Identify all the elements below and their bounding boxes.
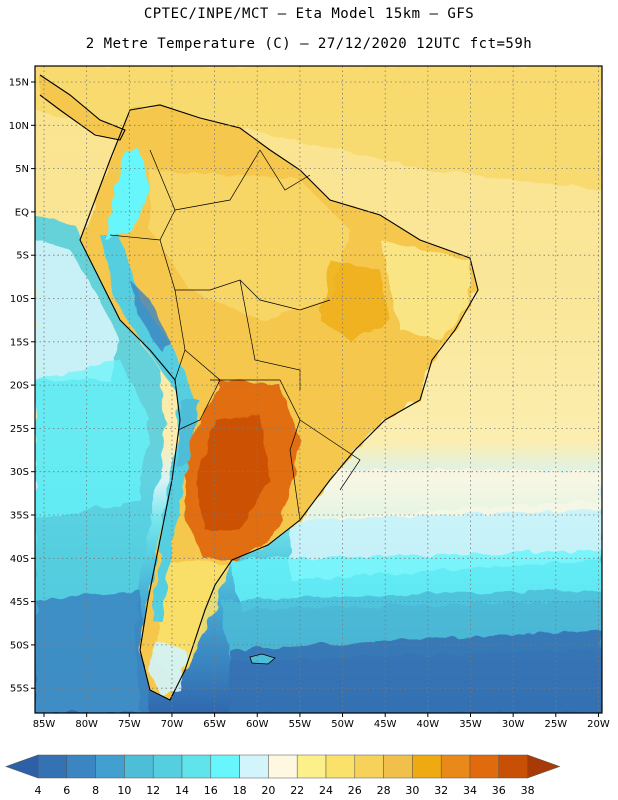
lon-label: 65W: [203, 719, 226, 730]
lon-label: 45W: [374, 719, 397, 730]
colorbar-level-label: 8: [92, 784, 99, 797]
lat-label: 5N: [15, 164, 29, 175]
lat-label: 30S: [10, 467, 29, 478]
plot-frame: [34, 65, 603, 714]
latitude-labels: 15N 10N 5N EQ 5S 10S 15S 20S 25S 30S 35S 40S 45S 50S 5…: [9, 78, 35, 695]
lat-label: EQ: [15, 207, 29, 218]
colorbar-swatch: [440, 754, 471, 779]
colorbar-level-label: 30: [405, 784, 419, 797]
colorbar-level-label: 12: [146, 784, 160, 797]
colorbar-swatch: [37, 754, 68, 779]
lon-label: 85W: [33, 719, 56, 730]
lon-label: 35W: [459, 719, 482, 730]
colorbar: 4 6 8 10 12 14 16 18 20 22 24 26 28 30 32 34 36 38: [5, 754, 561, 797]
colorbar-swatch: [412, 754, 442, 779]
lat-label: 15N: [9, 78, 29, 89]
colorbar-swatch: [152, 754, 183, 779]
lon-label: 60W: [246, 719, 269, 730]
lat-label: 40S: [10, 554, 29, 565]
colorbar-swatch: [66, 754, 96, 779]
colorbar-level-label: 34: [463, 784, 477, 797]
colorbar-level-label: 20: [261, 784, 275, 797]
colorbar-level-label: 18: [233, 784, 247, 797]
colorbar-under-arrow: [5, 754, 39, 779]
lon-label: 30W: [502, 719, 525, 730]
lat-label: 5S: [16, 251, 29, 262]
title-line-1: CPTEC/INPE/MCT – Eta Model 15km – GFS: [143, 6, 475, 22]
colorbar-swatch: [498, 754, 528, 779]
lat-label: 25S: [10, 424, 29, 435]
lat-label: 20S: [10, 381, 29, 392]
colorbar-swatch: [181, 754, 212, 779]
colorbar-level-label: 22: [290, 784, 304, 797]
colorbar-swatch: [210, 754, 240, 779]
colorbar-swatch: [325, 754, 356, 779]
lon-label: 70W: [161, 719, 184, 730]
colorbar-level-label: 28: [377, 784, 391, 797]
colorbar-level-label: 24: [319, 784, 333, 797]
colorbar-level-label: 32: [434, 784, 448, 797]
lon-label: 80W: [75, 719, 98, 730]
colorbar-swatch: [296, 754, 327, 779]
lat-label: 15S: [10, 337, 29, 348]
colorbar-level-label: 6: [63, 784, 70, 797]
colorbar-swatch: [95, 754, 125, 779]
lon-label: 75W: [118, 719, 141, 730]
temperature-field: [35, 66, 602, 713]
colorbar-level-label: 36: [492, 784, 506, 797]
colorbar-level-label: 16: [204, 784, 218, 797]
lat-label: 10S: [10, 294, 29, 305]
lat-label: 10N: [9, 121, 29, 132]
lat-label: 45S: [10, 597, 29, 608]
colorbar-level-label: 4: [35, 784, 42, 797]
coastline: [39, 74, 479, 701]
colorbar-level-label: 38: [521, 784, 535, 797]
colorbar-level-label: 26: [348, 784, 362, 797]
colorbar-swatch: [268, 754, 298, 779]
lon-label: 55W: [289, 719, 312, 730]
lat-label: 50S: [10, 640, 29, 651]
colorbar-swatch: [124, 754, 154, 779]
colorbar-swatch: [383, 754, 413, 779]
colorbar-swatch: [239, 754, 269, 779]
longitude-labels: 85W 80W 75W 70W 65W 60W 55W 50W 45W 40W 35W 30W 25W 2…: [33, 713, 610, 730]
colorbar-swatch: [469, 754, 500, 779]
lon-label: 50W: [331, 719, 354, 730]
lon-label: 40W: [417, 719, 440, 730]
lat-label: 55S: [10, 684, 29, 695]
lat-label: 35S: [10, 511, 29, 522]
lon-label: 20W: [587, 719, 610, 730]
title-line-2: 2 Metre Temperature (C) – 27/12/2020 12U…: [85, 36, 533, 52]
colorbar-level-label: 14: [175, 784, 189, 797]
lon-label: 25W: [544, 719, 567, 730]
colorbar-over-arrow: [527, 754, 561, 779]
lat-lon-grid: [35, 66, 602, 713]
colorbar-level-label: 10: [117, 784, 131, 797]
colorbar-swatch: [354, 754, 384, 779]
